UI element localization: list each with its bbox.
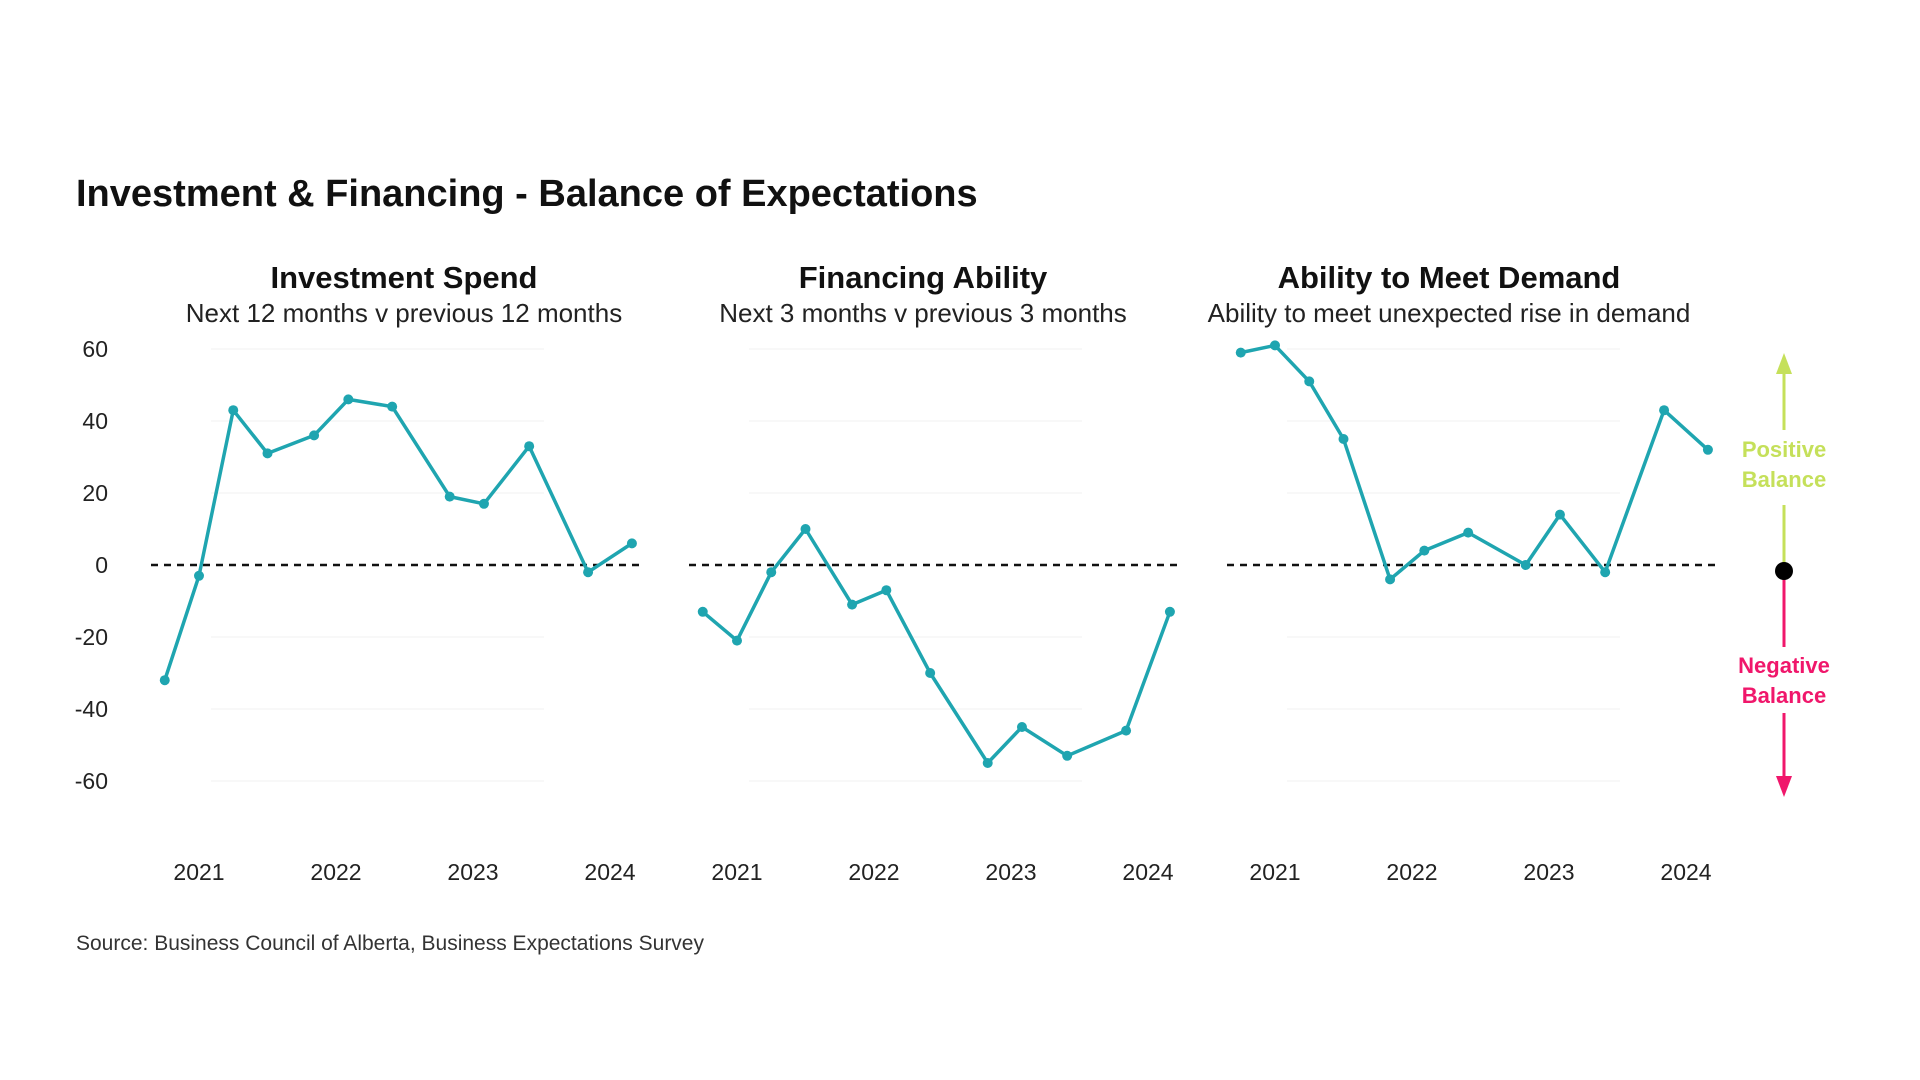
data-point [847, 599, 858, 610]
data-point [732, 635, 742, 646]
data-point [1304, 376, 1315, 387]
x-tick-label: 2023 [985, 859, 1036, 885]
panel-subtitle: Next 3 months v previous 3 months [719, 298, 1127, 328]
data-point [1235, 347, 1246, 358]
chart-title: Investment & Financing - Balance of Expe… [76, 173, 978, 215]
series-line [1240, 343, 1710, 582]
x-tick-label: 2022 [1386, 859, 1437, 885]
panel-title: Investment Spend [271, 260, 538, 295]
data-point [228, 405, 239, 416]
data-point [925, 668, 936, 678]
source-note: Source: Business Council of Alberta, Bus… [76, 932, 704, 955]
x-tick-label: 2021 [711, 859, 762, 885]
negative-arrow-icon [1776, 776, 1792, 797]
negative-balance-label: Balance [1742, 683, 1826, 708]
data-point [1419, 545, 1430, 556]
positive-balance-label: Positive [1742, 437, 1826, 462]
data-point [262, 448, 273, 459]
x-tick-label: 2024 [584, 859, 635, 885]
data-point [387, 401, 398, 412]
y-tick-label: -20 [75, 624, 108, 650]
x-tick-label: 2023 [447, 859, 498, 885]
data-point [766, 567, 777, 578]
data-point [524, 441, 535, 452]
data-point [1385, 574, 1396, 585]
data-point [1270, 340, 1280, 351]
data-point [982, 758, 993, 768]
x-tick-label: 2022 [848, 859, 899, 885]
y-tick-label: 20 [82, 480, 108, 506]
data-point [1702, 444, 1713, 455]
y-tick-label: -40 [75, 696, 108, 722]
data-point [444, 491, 455, 502]
x-tick-label: 2024 [1660, 859, 1711, 885]
data-point [1463, 527, 1474, 538]
data-point [1554, 509, 1565, 520]
balance-legend: Positive Balance Negative Balance [1738, 353, 1830, 797]
data-point [343, 394, 354, 405]
x-tick-label: 2021 [173, 859, 224, 885]
data-point [478, 498, 489, 509]
data-point [626, 538, 637, 549]
data-point [697, 606, 708, 617]
data-point [1062, 750, 1073, 761]
panel-subtitle: Next 12 months v previous 12 months [186, 298, 622, 328]
data-point [1016, 722, 1027, 732]
data-point [194, 570, 204, 581]
positive-arrow-icon [1776, 353, 1792, 374]
data-point [1121, 725, 1132, 736]
series-line [701, 527, 1172, 765]
zero-dot-icon [1775, 562, 1793, 580]
x-tick-label: 2023 [1523, 859, 1574, 885]
positive-balance-label: Balance [1742, 467, 1826, 492]
x-tick-label: 2022 [310, 859, 361, 885]
negative-balance-label: Negative [1738, 653, 1830, 678]
data-point [1600, 567, 1611, 578]
series-line [163, 397, 633, 681]
data-point [159, 675, 170, 686]
data-point [1338, 434, 1349, 444]
data-point [309, 430, 320, 441]
x-tick-label: 2024 [1122, 859, 1173, 885]
panel-title: Ability to Meet Demand [1278, 260, 1621, 295]
y-tick-label: 40 [82, 408, 108, 434]
panel-subtitle: Ability to meet unexpected rise in deman… [1208, 298, 1691, 328]
y-tick-label: 60 [82, 336, 108, 362]
data-point [800, 524, 811, 534]
y-tick-label: -60 [75, 768, 108, 794]
y-tick-label: 0 [95, 552, 108, 578]
data-point [881, 585, 892, 596]
x-tick-label: 2021 [1249, 859, 1300, 885]
data-point [1164, 606, 1175, 617]
data-point [583, 567, 594, 578]
panel-title: Financing Ability [799, 260, 1048, 295]
data-point [1520, 560, 1531, 570]
data-point [1659, 405, 1670, 416]
